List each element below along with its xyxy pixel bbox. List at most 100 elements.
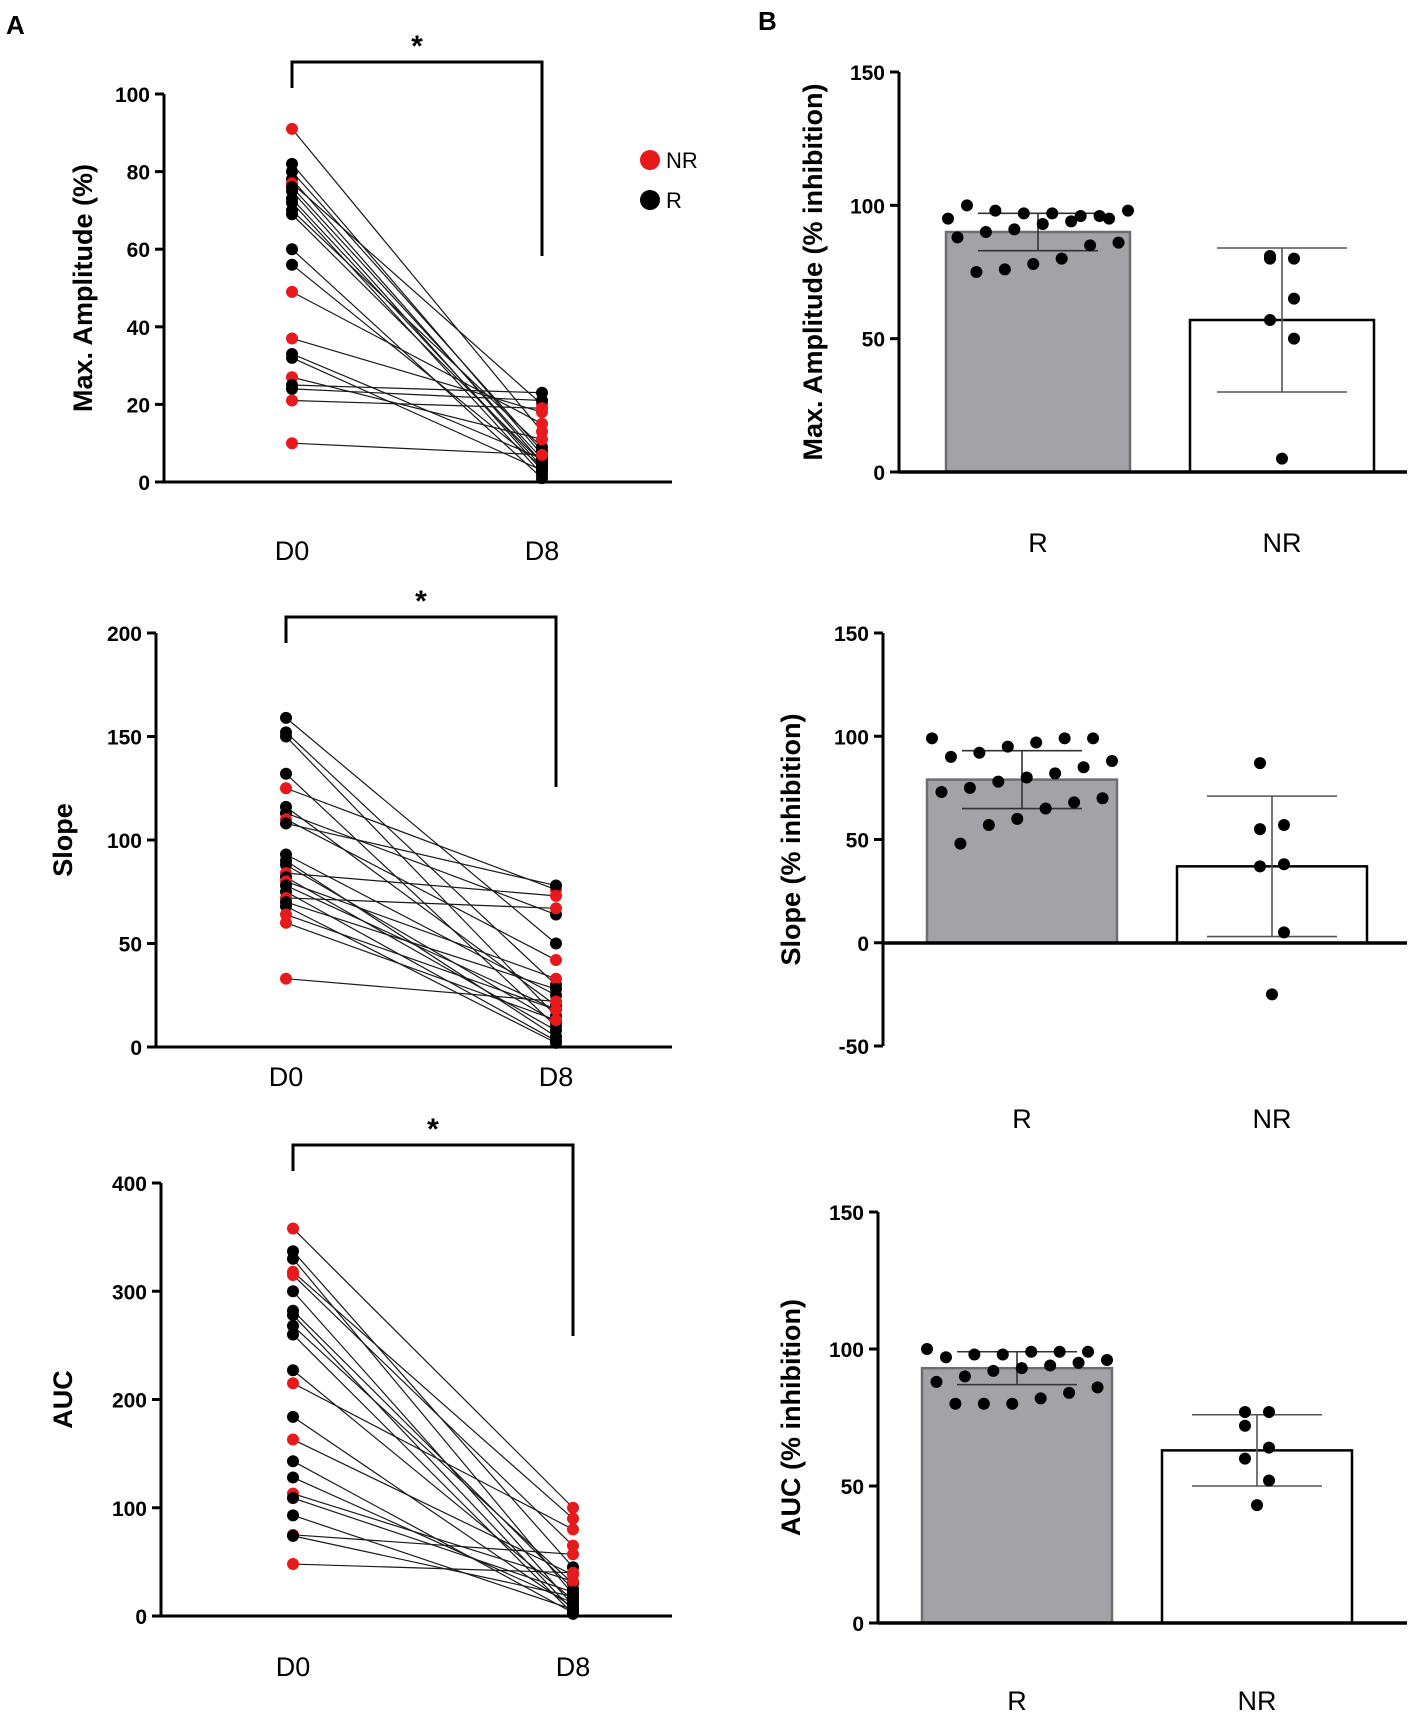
data-point-r xyxy=(1063,1386,1076,1399)
point-d8-nr xyxy=(567,1523,579,1536)
point-d8-nr xyxy=(550,889,562,902)
point-d0-nr xyxy=(280,916,292,929)
data-point-r xyxy=(1091,1381,1104,1394)
pair-line xyxy=(285,853,557,996)
data-point-nr xyxy=(1263,1474,1275,1487)
pair-line xyxy=(291,399,543,409)
pair-line xyxy=(291,353,543,460)
point-d0-nr xyxy=(287,1269,299,1282)
pair-line xyxy=(292,1514,574,1611)
point-d0-nr xyxy=(280,908,292,921)
data-point-nr xyxy=(1278,858,1290,871)
pair-line xyxy=(285,806,557,1007)
pair-line xyxy=(285,872,557,897)
point-d8-nr xyxy=(550,954,562,967)
pair-line xyxy=(292,1563,574,1574)
data-point-r xyxy=(1106,755,1118,768)
pair-line xyxy=(285,905,557,1044)
data-point-r xyxy=(1017,207,1030,220)
y-tick-label: -50 xyxy=(839,1036,869,1059)
data-point-r xyxy=(998,263,1011,276)
y-axis-label: Max. Amplitude (%) xyxy=(68,164,98,412)
data-point-r xyxy=(1039,802,1052,815)
point-d0-r xyxy=(280,711,292,724)
point-d0-r xyxy=(287,1410,299,1423)
point-d0-r xyxy=(286,258,298,271)
data-point-r xyxy=(1025,1345,1038,1358)
pair-line xyxy=(292,1250,574,1568)
pair-line xyxy=(292,1416,574,1608)
point-d0-r xyxy=(287,1492,299,1505)
data-point-r xyxy=(1008,223,1021,236)
point-d8-r xyxy=(536,464,548,477)
pair-line xyxy=(285,860,557,1038)
y-tick-label: 0 xyxy=(852,1613,864,1636)
point-d0-r xyxy=(280,817,292,830)
bar-chart-2: -50 0 50 100 150 Slope (% inhibition) R NR xyxy=(776,623,1407,1134)
legend-marker-r xyxy=(640,190,660,210)
data-point-r xyxy=(1006,1397,1019,1410)
pair-line xyxy=(291,213,543,464)
pair-line xyxy=(291,128,543,432)
pair-line xyxy=(291,376,543,440)
data-point-nr xyxy=(1251,1499,1263,1512)
pair-line xyxy=(285,901,557,990)
data-point-r xyxy=(1093,210,1106,222)
x-tick-label-d8: D8 xyxy=(556,1652,591,1682)
pair-line xyxy=(285,864,557,1023)
point-d8-r xyxy=(550,1024,562,1037)
data-point-r xyxy=(1087,732,1100,745)
x-tick-label-nr: NR xyxy=(1263,528,1302,558)
pair-line xyxy=(285,880,557,980)
point-d8-nr xyxy=(536,433,548,446)
pair-line xyxy=(291,442,543,456)
data-point-r xyxy=(1112,236,1125,249)
x-tick-label-r: R xyxy=(1028,528,1048,558)
data-point-r xyxy=(970,266,983,278)
panel-label-b: B xyxy=(758,6,777,36)
data-point-r xyxy=(963,781,976,794)
pair-line xyxy=(285,717,557,944)
data-point-nr xyxy=(1266,988,1278,1001)
data-point-r xyxy=(1020,771,1033,784)
point-d0-r xyxy=(280,767,292,780)
y-tick-label: 100 xyxy=(112,1498,147,1521)
pair-line xyxy=(292,1382,574,1530)
x-tick-label-nr: NR xyxy=(1253,1104,1292,1134)
data-point-nr xyxy=(1239,1419,1251,1432)
point-d0-r xyxy=(287,1285,299,1298)
pair-line xyxy=(292,1228,574,1509)
significance-bracket xyxy=(290,60,544,256)
y-tick-label: 100 xyxy=(850,195,885,218)
y-axis-label: Slope xyxy=(48,803,78,877)
data-point-r xyxy=(926,732,938,745)
data-point-r xyxy=(1065,215,1078,228)
data-point-r xyxy=(949,1397,962,1410)
pair-line xyxy=(292,1310,574,1590)
data-point-r xyxy=(1053,1345,1066,1358)
y-tick-label: 200 xyxy=(112,1390,147,1413)
legend: NR R xyxy=(640,148,698,213)
data-point-nr xyxy=(1276,452,1288,465)
y-tick-label: 40 xyxy=(127,317,150,340)
data-point-r xyxy=(996,1348,1009,1361)
point-d0-r xyxy=(287,1309,299,1322)
pair-line xyxy=(291,190,543,471)
data-point-r xyxy=(1049,767,1062,780)
point-d0-r xyxy=(287,1471,299,1484)
data-point-r xyxy=(973,746,986,759)
data-point-nr xyxy=(1288,252,1300,265)
pair-line xyxy=(292,1476,574,1604)
significance-bracket xyxy=(291,1143,575,1336)
point-d0-nr xyxy=(287,1433,299,1446)
pair-line xyxy=(285,884,557,1011)
pair-line xyxy=(292,1535,574,1598)
data-point-r xyxy=(942,212,954,225)
data-point-nr xyxy=(1263,1441,1275,1454)
pair-line xyxy=(285,891,557,1042)
point-d0-nr xyxy=(286,285,298,298)
pair-line xyxy=(285,978,557,1003)
y-tick-label: 100 xyxy=(829,1339,864,1362)
data-point-r xyxy=(1027,258,1040,270)
